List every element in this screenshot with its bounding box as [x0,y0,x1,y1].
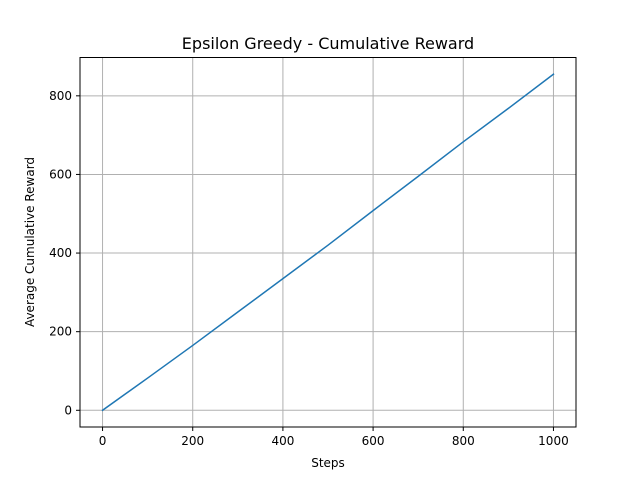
x-axis-label: Steps [311,456,345,470]
y-axis: 0 200 400 600 800 [49,89,80,417]
y-axis-label: Average Cumulative Reward [23,157,37,327]
x-axis: 0 200 400 600 800 1000 [99,427,569,448]
grid [80,57,576,427]
chart-title: Epsilon Greedy - Cumulative Reward [182,34,474,53]
series-line [101,73,555,412]
y-tick-label: 600 [49,167,72,181]
y-tick-label: 200 [49,325,72,339]
x-tick-label: 0 [99,434,107,448]
series-lines [101,73,555,412]
y-tick-label: 0 [64,403,72,417]
x-tick-label: 1000 [538,434,569,448]
x-tick-label: 400 [271,434,294,448]
y-tick-label: 400 [49,246,72,260]
plot-frame [79,57,577,428]
x-tick-label: 800 [452,434,475,448]
y-tick-label: 800 [49,89,72,103]
x-tick-label: 200 [181,434,204,448]
x-tick-label: 600 [362,434,385,448]
